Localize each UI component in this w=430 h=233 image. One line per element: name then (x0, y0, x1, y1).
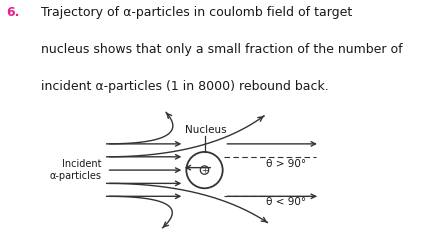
Text: θ > 90°: θ > 90° (266, 158, 306, 168)
Text: 6.: 6. (6, 6, 20, 19)
Text: +: + (201, 166, 208, 175)
Text: Trajectory of α-particles in coulomb field of target: Trajectory of α-particles in coulomb fie… (41, 6, 352, 19)
Text: Incident
α-particles: Incident α-particles (49, 159, 101, 181)
Text: incident α-particles (1 in 8000) rebound back.: incident α-particles (1 in 8000) rebound… (41, 80, 329, 93)
Text: Nucleus: Nucleus (185, 125, 227, 135)
Text: θ < 90°: θ < 90° (266, 197, 306, 207)
Text: nucleus shows that only a small fraction of the number of: nucleus shows that only a small fraction… (41, 43, 402, 56)
